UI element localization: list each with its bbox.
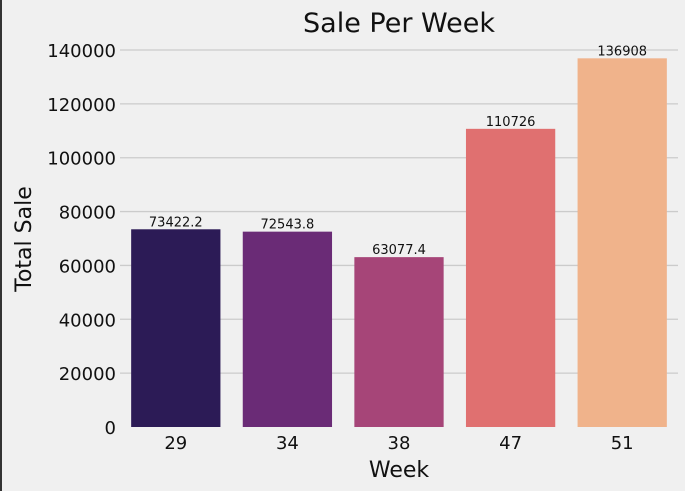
- y-tick-label: 80000: [59, 203, 116, 224]
- y-tick-label: 40000: [59, 310, 116, 331]
- y-axis-ticks: 0 20000 40000 60000 80000 100000 120000 140000: [47, 41, 116, 439]
- x-axis-ticks: 29 34 38 47 51: [164, 433, 633, 454]
- data-label-week-51: 136908: [597, 44, 647, 59]
- y-tick-label: 120000: [47, 95, 116, 116]
- data-label-week-47: 110726: [486, 115, 536, 130]
- data-label-week-29: 73422.2: [149, 215, 203, 230]
- y-tick-label: 20000: [59, 364, 116, 385]
- bar-week-38: [354, 257, 443, 427]
- x-tick-label: 34: [276, 433, 299, 454]
- x-tick-label: 51: [611, 433, 634, 454]
- bar-week-47: [466, 129, 555, 427]
- data-labels: 73422.2 72543.8 63077.4 110726 136908: [149, 44, 647, 258]
- x-tick-label: 38: [388, 433, 411, 454]
- bar-week-34: [243, 232, 332, 427]
- x-axis-label: Week: [369, 458, 430, 483]
- x-tick-label: 47: [499, 433, 522, 454]
- y-tick-label: 60000: [59, 256, 116, 277]
- chart-title: Sale Per Week: [303, 8, 495, 39]
- data-label-week-34: 72543.8: [261, 218, 315, 233]
- bar-week-29: [131, 229, 220, 427]
- y-axis-label: Total Sale: [12, 186, 37, 292]
- x-tick-label: 29: [164, 433, 187, 454]
- bar-week-51: [578, 58, 667, 427]
- data-label-week-38: 63077.4: [372, 243, 426, 258]
- y-tick-label: 140000: [47, 41, 116, 62]
- y-tick-label: 0: [105, 418, 116, 439]
- y-tick-label: 100000: [47, 149, 116, 170]
